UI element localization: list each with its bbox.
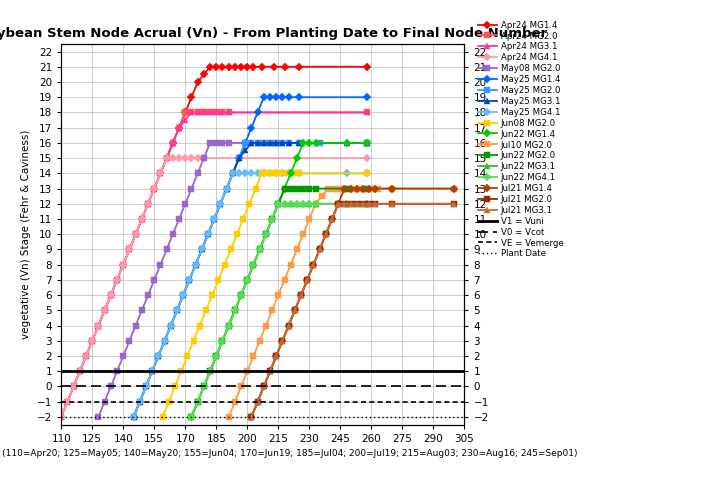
X-axis label: Day of Year (110=Apr20; 125=May05; 140=May20; 155=Jun04; 170=Jun19; 185=Jul04; 2: Day of Year (110=Apr20; 125=May05; 140=M… xyxy=(0,449,577,458)
Title: Soybean Stem Node Acrual (Vn) - From Planting Date to Final Node Number: Soybean Stem Node Acrual (Vn) - From Pla… xyxy=(0,27,547,40)
Y-axis label: vegetative (Vn) Stage (Fehr & Caviness): vegetative (Vn) Stage (Fehr & Caviness) xyxy=(22,129,31,339)
Legend: Apr24 MG1.4, Apr24 MG2.0, Apr24 MG3.1, Apr24 MG4.1, May08 MG2.0, May25 MG1.4, Ma: Apr24 MG1.4, Apr24 MG2.0, Apr24 MG3.1, A… xyxy=(476,19,565,260)
